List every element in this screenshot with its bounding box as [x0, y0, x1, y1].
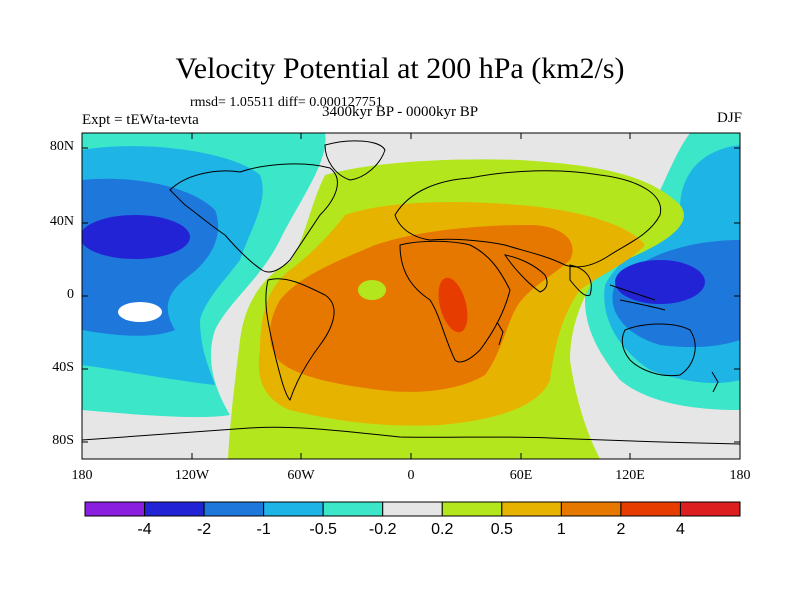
lon-label: 60E [509, 468, 533, 483]
axis-ticks [82, 133, 740, 459]
lon-label: 180 [71, 468, 93, 483]
chart-title: Velocity Potential at 200 hPa (km2/s) [175, 52, 625, 85]
period-label: 3400kyr BP - 0000kyr BP [322, 104, 479, 120]
colorbar-label: -4 [137, 521, 152, 538]
lat-label: 80N [49, 139, 74, 154]
atlantic-small-patch [358, 280, 386, 300]
lon-label: 0 [407, 468, 415, 483]
max-core [438, 277, 468, 333]
colorbar-segment [322, 501, 384, 517]
lat-label: 40S [52, 360, 74, 375]
map-field [82, 133, 740, 459]
coastlines [82, 140, 740, 445]
lon-label: 120W [174, 468, 210, 483]
colorbar-label: 0.5 [490, 521, 513, 538]
colorbar-segment [679, 501, 741, 517]
colorbar-segment [144, 501, 205, 517]
west-pacific-min-core [82, 215, 190, 259]
colorbar-segment [501, 501, 562, 517]
colorbar-label: -1 [256, 521, 271, 538]
colorbar-segment [441, 501, 503, 517]
positive-region-orange [269, 225, 573, 392]
colorbar-label: -0.2 [368, 521, 397, 538]
colorbar [84, 501, 741, 517]
colorbar-label: -2 [196, 521, 212, 538]
colorbar-segment [382, 501, 443, 517]
colorbar-label: -0.5 [309, 521, 337, 538]
colorbar-segment [263, 501, 324, 517]
white-blob [118, 302, 162, 322]
lat-label: 80S [52, 433, 74, 448]
lat-label: 40N [49, 214, 74, 229]
lon-label: 180 [729, 468, 751, 483]
lon-label: 120E [615, 468, 645, 483]
colorbar-label: 4 [676, 521, 685, 538]
season-label: DJF [716, 110, 742, 126]
colorbar-label: 0.2 [431, 521, 454, 538]
colorbar-segment [620, 501, 681, 517]
lat-label: 0 [67, 287, 74, 302]
experiment-label: Expt = tEWta-tevta [82, 112, 199, 128]
east-min-core [615, 260, 705, 304]
colorbar-segment [84, 501, 146, 517]
lon-label: 60W [287, 468, 315, 483]
colorbar-label: 1 [556, 521, 566, 538]
colorbar-segment [560, 501, 622, 517]
colorbar-segment [203, 501, 265, 517]
colorbar-label: 2 [616, 521, 626, 538]
stats-line: rmsd= 1.05511 diff= 0.000127751 [190, 95, 383, 110]
